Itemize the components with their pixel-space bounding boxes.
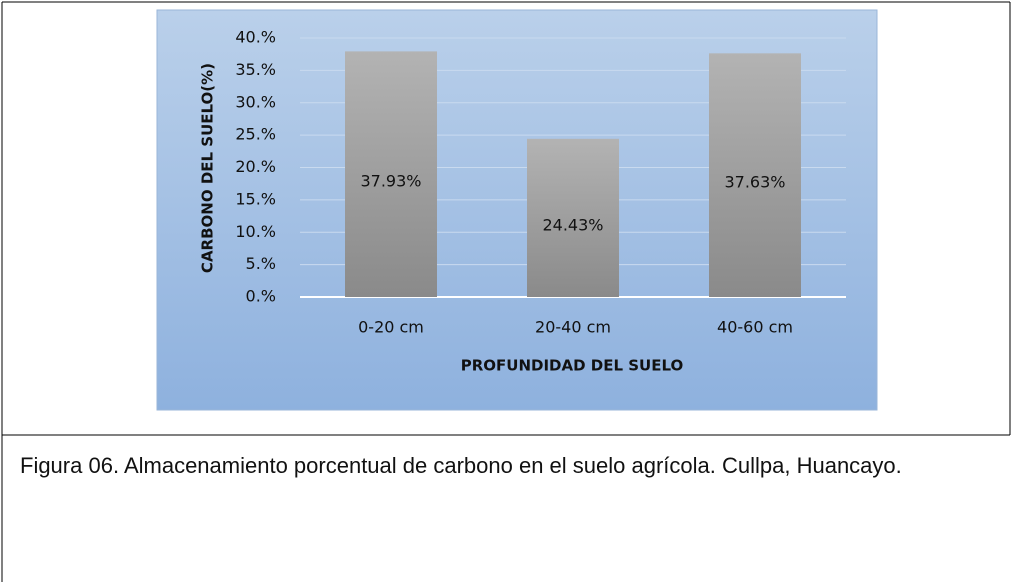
y-axis-title: CARBONO DEL SUELO(%) (199, 63, 217, 273)
y-tick-label: 0.% (246, 287, 276, 306)
y-tick-label: 20.% (235, 157, 276, 176)
data-label: 37.63% (724, 173, 785, 192)
y-tick-label: 35.% (235, 60, 276, 79)
data-label: 24.43% (542, 215, 603, 234)
y-tick-label: 40.% (235, 28, 276, 47)
plot: 0.% 5.% 10.% 15.% 20.% 25.% 30.% 35.% 40.% 0-20 c… (235, 28, 846, 337)
x-tick-label: 40-60 cm (717, 318, 793, 337)
data-label: 37.93% (360, 172, 421, 191)
x-axis-title: PROFUNDIDAD DEL SUELO (461, 357, 684, 375)
caption: Figura 06. Almacenamiento porcentual de … (20, 453, 902, 478)
x-tick-label: 20-40 cm (535, 318, 611, 337)
y-tick-label: 5.% (246, 254, 276, 273)
y-tick-label: 25.% (235, 125, 276, 144)
bar (345, 51, 437, 297)
y-tick-label: 15.% (235, 189, 276, 208)
x-tick-label: 0-20 cm (358, 318, 424, 337)
bar (709, 53, 801, 297)
y-tick-label: 10.% (235, 222, 276, 241)
bar (527, 138, 619, 297)
y-tick-label: 30.% (235, 92, 276, 111)
